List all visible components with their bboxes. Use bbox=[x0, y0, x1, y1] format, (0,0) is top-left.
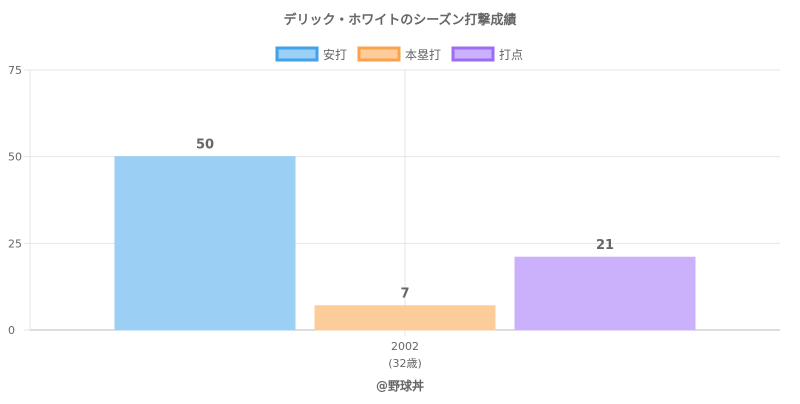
legend-label: 本塁打 bbox=[405, 48, 441, 62]
data-label: 50 bbox=[196, 138, 214, 153]
bar-打点 bbox=[514, 256, 696, 331]
x-axis: 2002 (32歳) bbox=[388, 340, 422, 370]
legend: 安打 本塁打 打点 bbox=[275, 46, 523, 62]
legend-swatch-本塁打 bbox=[357, 46, 401, 62]
chart-title: デリック・ホワイトのシーズン打撃成績 bbox=[283, 12, 516, 28]
data-labels: 50 7 21 bbox=[196, 138, 614, 302]
legend-label: 打点 bbox=[499, 48, 523, 62]
footer-credit: @野球丼 bbox=[376, 378, 424, 393]
y-tick-label: 50 bbox=[8, 151, 22, 164]
bar-本塁打 bbox=[314, 305, 496, 331]
y-tick-label: 0 bbox=[8, 324, 15, 337]
data-label: 7 bbox=[400, 287, 409, 302]
y-tick-label: 25 bbox=[8, 237, 22, 250]
data-label: 21 bbox=[596, 238, 614, 253]
legend-swatch-安打 bbox=[275, 46, 319, 62]
x-tick-sublabel: (32歳) bbox=[388, 357, 422, 370]
bar-安打 bbox=[114, 156, 296, 331]
y-axis: 0 25 50 75 bbox=[8, 64, 31, 337]
bars bbox=[114, 156, 696, 331]
x-tick-label: 2002 bbox=[391, 340, 419, 353]
legend-swatch-打点 bbox=[451, 46, 495, 62]
legend-label: 安打 bbox=[323, 47, 347, 62]
y-tick-label: 75 bbox=[8, 64, 22, 77]
